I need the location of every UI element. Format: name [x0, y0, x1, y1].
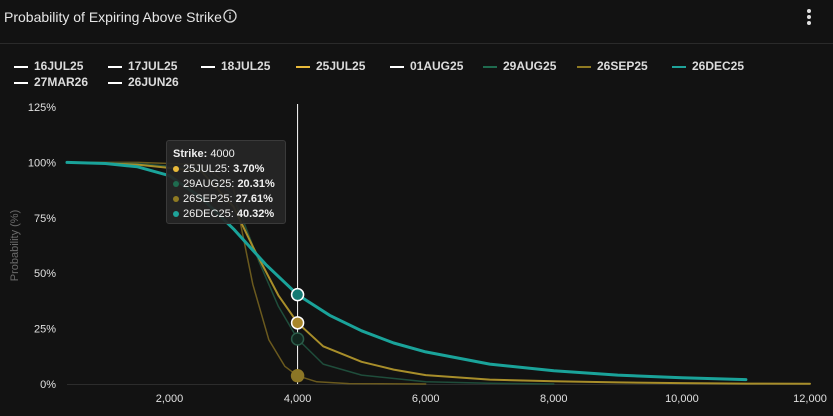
chart-header: Probability of Expiring Above Strike	[0, 0, 833, 36]
tooltip-dot	[173, 181, 179, 188]
legend-item-18jul25[interactable]: 18JUL25	[201, 58, 270, 74]
probability-chart[interactable]: 0% 25% 50% 75% 100% 125% 2,000 4,000 6,000 8,000…	[0, 96, 833, 416]
legend-swatch	[296, 65, 310, 68]
tooltip-dot	[173, 166, 179, 173]
x-tick-label: 4,000	[284, 393, 312, 405]
tooltip-row: 26SEP25: 27.61%	[173, 192, 279, 207]
legend-label: 18JUL25	[221, 59, 271, 73]
x-tick-label: 6,000	[412, 393, 440, 405]
highlight-point-26sep25	[290, 316, 305, 330]
legend-swatch	[14, 65, 28, 68]
legend-label: 25JUL25	[316, 59, 366, 73]
y-tick-label: 50%	[34, 268, 56, 280]
legend-item-17jul25[interactable]: 17JUL25	[108, 58, 177, 74]
legend-label: 17JUL25	[128, 59, 178, 73]
header-divider	[0, 43, 833, 44]
tooltip-series-label: 29AUG25:	[183, 178, 235, 190]
tooltip-series-value: 3.70%	[233, 163, 265, 175]
x-tick-label: 10,000	[665, 393, 699, 405]
legend-item-16jul25[interactable]: 16JUL25	[14, 58, 83, 74]
legend-label: 26DEC25	[692, 59, 745, 73]
highlight-point-29aug25	[290, 332, 305, 346]
legend-item-25jul25[interactable]: 25JUL25	[296, 58, 365, 74]
y-tick-label: 75%	[34, 213, 56, 225]
y-tick-label: 0%	[40, 379, 56, 391]
legend-label: 26SEP25	[597, 59, 648, 73]
legend-item-27mar26[interactable]: 27MAR26	[14, 74, 88, 90]
tooltip-row: 26DEC25: 40.32%	[173, 207, 279, 222]
legend-item-01aug25[interactable]: 01AUG25	[390, 58, 463, 74]
tooltip-strike-row: Strike: 4000	[173, 147, 279, 162]
tooltip-dot	[173, 211, 179, 218]
kebab-menu-icon[interactable]	[800, 6, 818, 28]
chart-title: Probability of Expiring Above Strike	[4, 9, 222, 25]
y-axis: 0% 25% 50% 75% 100% 125%	[28, 102, 56, 391]
tooltip-strike-label: Strike:	[173, 148, 208, 160]
series-line-29aug25	[66, 161, 555, 385]
legend-label: 16JUL25	[34, 59, 84, 73]
tooltip-series-label: 26SEP25:	[183, 193, 233, 205]
x-tick-label: 8,000	[540, 393, 568, 405]
tooltip-series-value: 20.31%	[237, 178, 275, 190]
y-tick-label: 125%	[28, 102, 56, 114]
legend-swatch	[201, 65, 215, 68]
legend-item-26sep25[interactable]: 26SEP25	[577, 58, 648, 74]
legend-swatch	[577, 65, 591, 68]
highlight-points	[290, 287, 305, 383]
legend-item-26dec25[interactable]: 26DEC25	[672, 58, 744, 74]
tooltip-series-label: 25JUL25:	[183, 163, 231, 175]
legend-label: 26JUN26	[128, 75, 179, 89]
y-tick-label: 25%	[34, 324, 56, 336]
y-axis-label: Probability (%)	[9, 210, 21, 282]
legend-label: 29AUG25	[503, 59, 557, 73]
legend-item-29aug25[interactable]: 29AUG25	[483, 58, 556, 74]
legend-item-26jun26[interactable]: 26JUN26	[108, 74, 179, 90]
legend-swatch	[14, 81, 28, 84]
legend-swatch	[108, 81, 122, 84]
legend-swatch	[108, 65, 122, 68]
tooltip-series-value: 27.61%	[235, 193, 273, 205]
x-tick-label: 12,000	[793, 393, 827, 405]
legend-swatch	[483, 65, 497, 68]
legend-label: 27MAR26	[34, 75, 89, 89]
highlight-point-26dec25	[290, 287, 305, 302]
info-circle-icon[interactable]	[223, 9, 237, 23]
x-axis: 2,000 4,000 6,000 8,000 10,000 12,000	[156, 393, 827, 405]
series-line-26dec25	[65, 160, 748, 382]
tooltip: Strike: 4000 25JUL25: 3.70% 29AUG25: 20.…	[166, 140, 286, 224]
legend-swatch	[390, 65, 404, 68]
tooltip-row: 29AUG25: 20.31%	[173, 177, 279, 192]
tooltip-row: 25JUL25: 3.70%	[173, 162, 279, 177]
highlight-point-25jul25	[290, 369, 305, 383]
legend-label: 01AUG25	[410, 59, 464, 73]
tooltip-series-label: 26DEC25:	[183, 208, 234, 220]
x-tick-label: 2,000	[156, 393, 184, 405]
tooltip-series-value: 40.32%	[236, 208, 275, 220]
tooltip-dot	[173, 196, 179, 203]
tooltip-strike-value: 4000	[210, 148, 235, 160]
y-tick-label: 100%	[28, 157, 56, 169]
legend-swatch	[672, 65, 686, 68]
